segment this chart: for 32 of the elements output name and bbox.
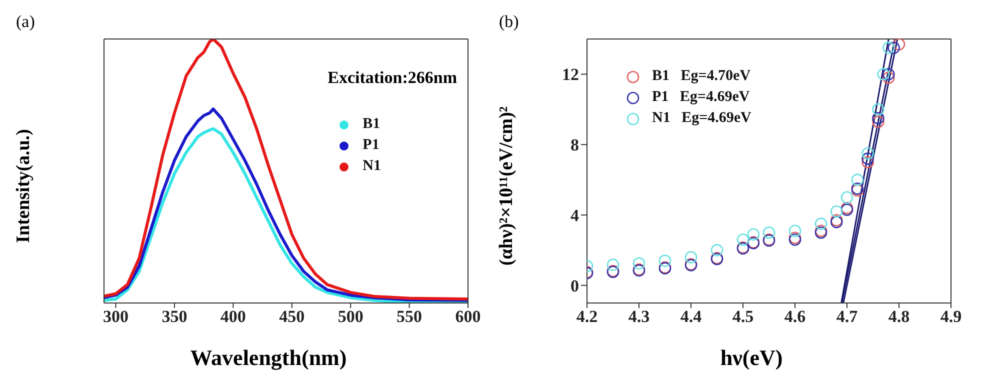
chart-title: (a) [16,12,35,32]
x-tick-label: 400 [220,307,246,326]
x-tick-label: 4.6 [784,307,806,326]
x-tick-label: 4.9 [940,307,962,326]
chart-title: (b) [499,12,519,32]
legend-label: P1 Eg=4.69eV [652,88,750,107]
legend-label: N1 [362,157,381,176]
x-tick-label: 4.5 [732,307,754,326]
x-tick-label: 4.4 [680,307,702,326]
y-tick-label: 8 [570,136,579,155]
annotation: Excitation:266nm [328,68,457,88]
x-tick-label: 4.2 [576,307,598,326]
legend-label: B1 [362,115,380,134]
y-tick-label: 4 [570,206,580,226]
x-tick-label: 4.7 [836,307,858,326]
x-tick-label: 300 [102,307,128,326]
y-tick-label: 0 [570,276,579,296]
x-tick-label: 550 [396,307,422,326]
y-axis-title: (αhν)²×10¹¹(eV/cm)² [496,106,518,266]
y-axis-title: Intensity(a.u.) [13,128,35,243]
x-axis-title: Wavelength(nm) [189,345,348,371]
x-tick-label: 4.8 [888,307,910,326]
y-tick-label: 12 [562,65,579,84]
x-tick-label: 500 [338,307,364,326]
x-tick-label: 600 [455,307,481,326]
x-tick-label: 350 [162,307,188,326]
x-axis-title: hν(eV) [719,345,784,371]
legend-label: N1 Eg=4.69eV [652,109,752,128]
legend-label: B1 Eg=4.70eV [652,67,751,86]
legend-label: P1 [362,136,380,155]
x-tick-label: 450 [279,307,305,326]
x-tick-label: 4.3 [628,307,650,326]
